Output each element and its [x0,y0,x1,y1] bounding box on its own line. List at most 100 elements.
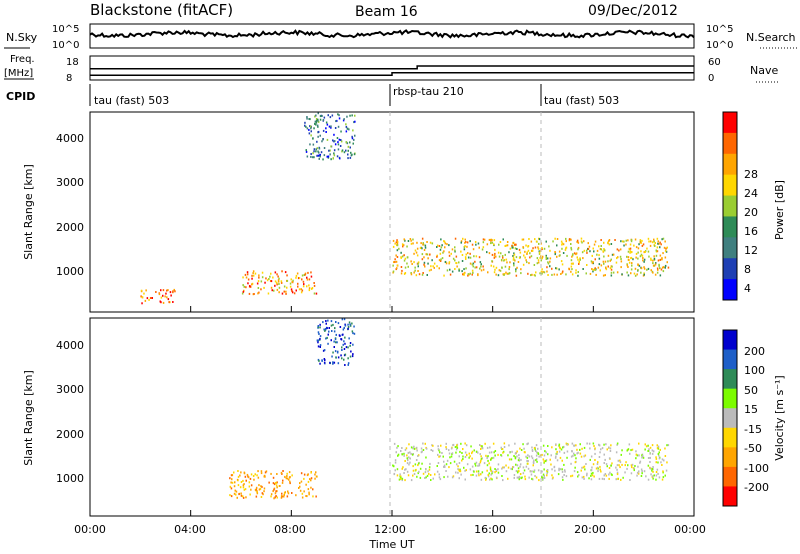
heatmap-cell [537,447,539,450]
heatmap-cell [562,243,565,246]
heatmap-cell [478,463,481,465]
heatmap-cell [627,448,630,451]
heatmap-cell [610,243,613,245]
heatmap-cell [637,257,639,260]
heatmap-cell [552,476,554,479]
heatmap-cell [605,474,608,477]
heatmap-cell [617,477,619,480]
heatmap-cell [515,268,517,271]
heatmap-cell [284,475,286,478]
heatmap-cell [417,472,419,475]
heatmap-cell [532,464,534,467]
heatmap-cell [464,241,466,244]
heatmap-cell [308,491,310,494]
heatmap-cell [535,450,537,452]
heatmap-cell [535,444,538,447]
heatmap-cell [440,258,442,261]
heatmap-cell [656,250,659,253]
heatmap-cell [608,477,610,480]
velocity-ytick-4000: 4000 [56,339,84,352]
heatmap-cell [537,261,540,264]
heatmap-cell [653,474,655,477]
heatmap-cell [491,241,494,244]
heatmap-cell [340,139,342,141]
heatmap-cell [480,455,482,458]
heatmap-cell [575,269,577,272]
heatmap-cell [554,253,556,256]
heatmap-cell [653,255,655,258]
heatmap-cell [312,152,314,155]
heatmap-cell [641,244,644,247]
heatmap-cell [303,283,305,286]
heatmap-cell [474,462,476,465]
heatmap-cell [593,243,596,246]
heatmap-cell [648,448,650,451]
heatmap-cell [658,242,660,245]
heatmap-cell [634,238,637,241]
heatmap-cell [426,241,428,243]
heatmap-cell [555,455,557,458]
heatmap-cell [623,240,625,243]
heatmap-cell [572,262,574,265]
heatmap-cell [650,473,652,476]
heatmap-cell [537,247,540,250]
heatmap-cell [409,461,411,464]
heatmap-cell [421,247,423,250]
heatmap-cell [237,475,240,478]
heatmap-cell [664,256,667,259]
heatmap-cell [303,473,306,476]
heatmap-cell [270,280,273,283]
heatmap-cell [487,459,489,462]
heatmap-cell [608,467,611,469]
heatmap-cell [251,274,253,277]
heatmap-cell [461,254,464,256]
heatmap-cell [308,132,311,135]
heatmap-cell [445,448,448,450]
heatmap-cell [472,271,474,274]
heatmap-cell [244,488,247,491]
heatmap-cell [451,248,454,251]
heatmap-cell [299,485,301,488]
heatmap-cell [311,287,314,289]
heatmap-cell [472,473,474,476]
heatmap-cell [354,134,356,137]
heatmap-cell [657,242,659,245]
heatmap-cell [349,324,352,327]
heatmap-cell [350,350,352,353]
heatmap-cell [573,470,576,473]
heatmap-cell [299,489,302,492]
heatmap-cell [344,353,347,356]
heatmap-cell [541,247,543,249]
heatmap-cell [333,361,336,364]
heatmap-cell [625,243,627,246]
heatmap-cell [315,495,317,498]
heatmap-cell [609,450,612,452]
heatmap-cell [599,269,601,272]
power-colorbar [723,112,737,301]
heatmap-cell [461,260,464,262]
heatmap-cell [575,271,577,274]
heatmap-cell [344,336,346,339]
heatmap-cell [564,470,566,473]
heatmap-cell [408,443,410,446]
heatmap-cell [230,474,233,477]
heatmap-cell [456,265,458,268]
heatmap-cell [647,478,650,481]
heatmap-cell [295,289,297,292]
heatmap-cell [589,447,591,450]
heatmap-cell [661,458,664,461]
heatmap-cell [503,442,506,445]
heatmap-cell [657,445,660,448]
heatmap-cell [486,251,488,254]
heatmap-cell [305,149,307,152]
heatmap-cell [589,272,592,275]
heatmap-cell [536,257,539,260]
heatmap-cell [417,462,420,465]
heatmap-cell [666,444,668,447]
heatmap-cell [615,478,617,481]
heatmap-cell [229,494,231,497]
heatmap-cell [631,448,634,451]
heatmap-cell [424,265,426,268]
heatmap-cell [572,454,574,457]
heatmap-cell [319,153,321,156]
